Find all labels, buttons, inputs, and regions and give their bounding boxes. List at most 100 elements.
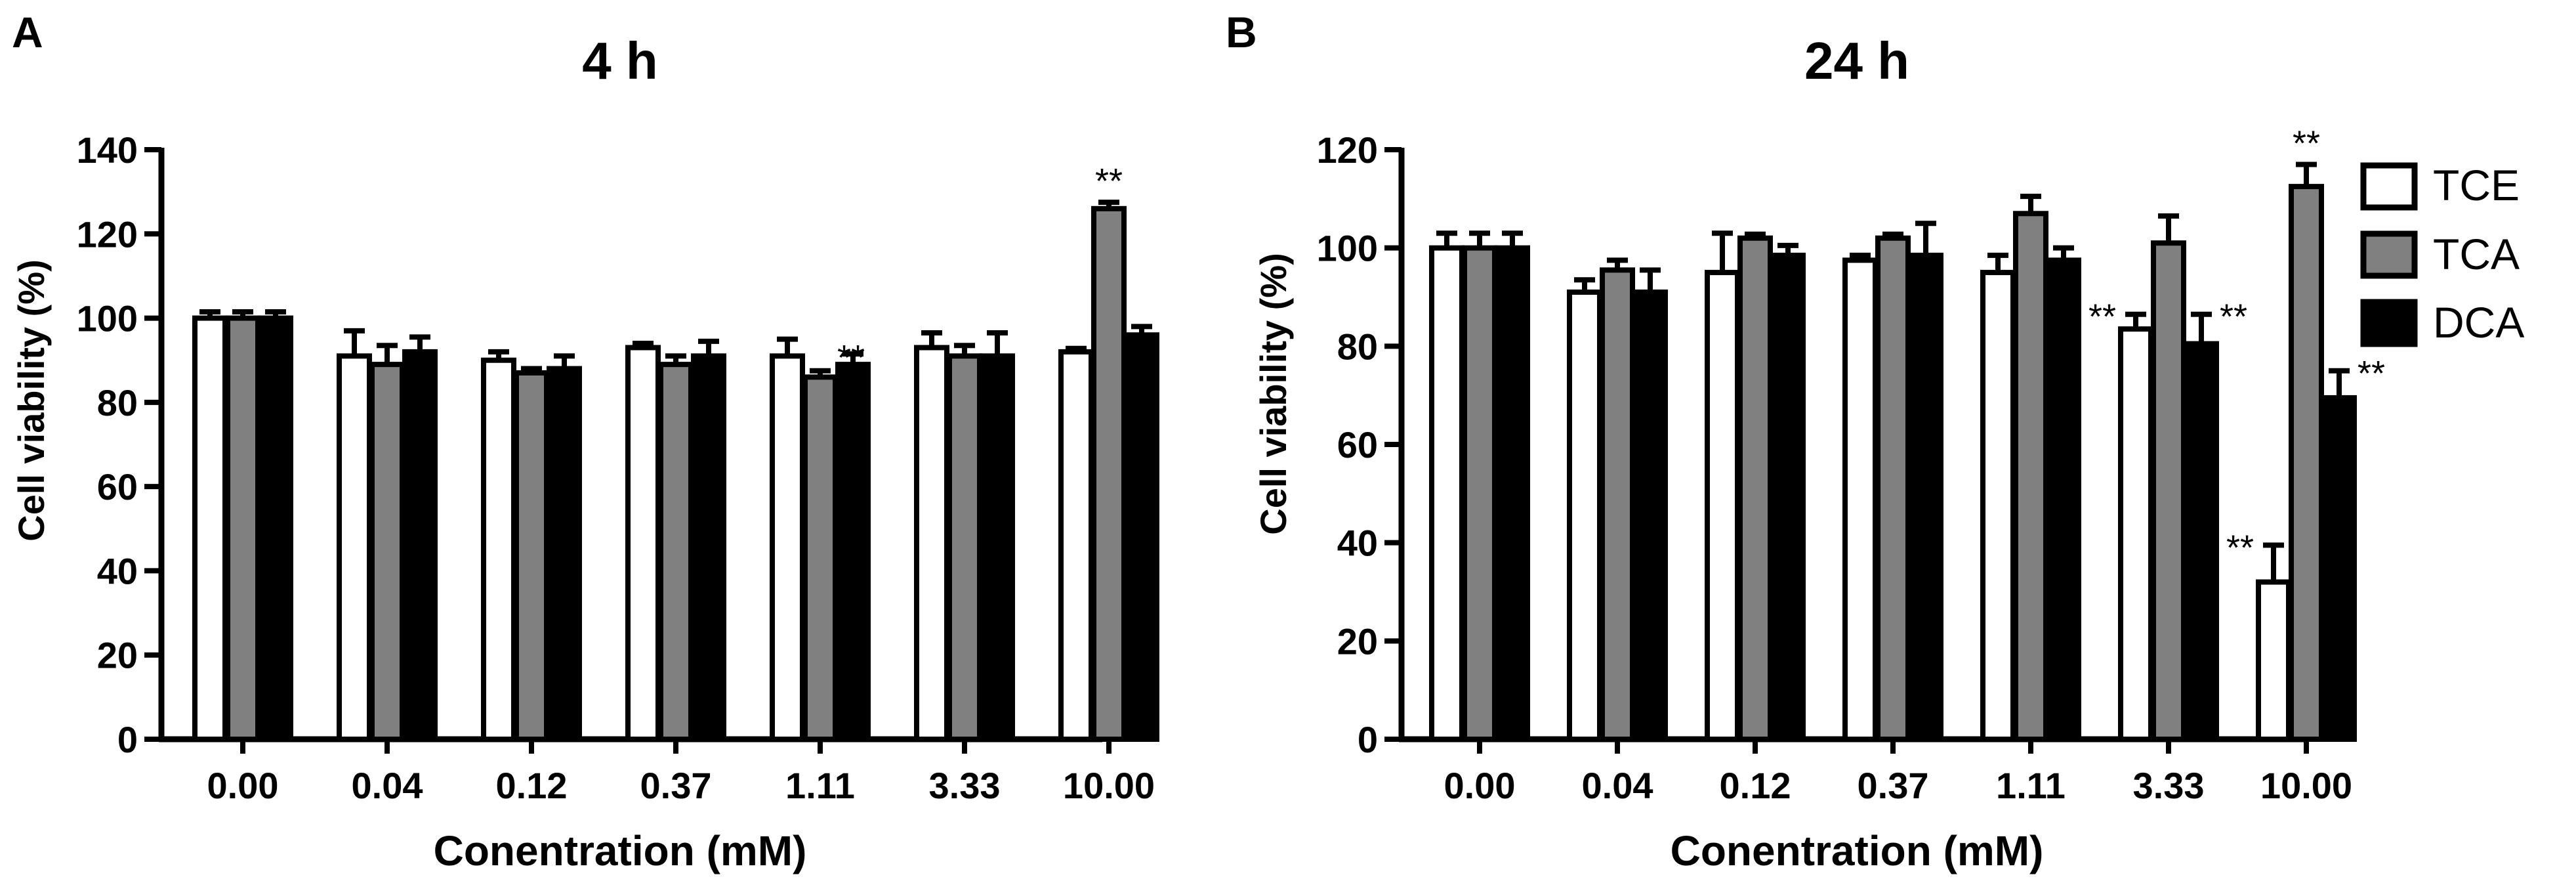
panel-b-bar-tca-0-00 (1462, 245, 1497, 742)
panel-b-bar-tce-10-00 (2256, 579, 2291, 742)
panel-a-x-tick-label-3-33: 3.33 (929, 765, 1001, 806)
panel-a-x-tick-label-0-00: 0.00 (207, 765, 279, 806)
panel-b-bar-dca-0-37 (1908, 252, 1943, 742)
panel-a-bar-tce-0-37 (625, 345, 661, 742)
panel-a-x-tick-label-0-04: 0.04 (352, 765, 423, 806)
panel-b-y-tick-label-40: 40 (1337, 523, 1378, 564)
panel-b-bar-tca-1-11 (2013, 211, 2048, 742)
panel-a-y-axis-label: Cell viability (%) (10, 259, 52, 541)
panel-a-y-tick-label-80: 80 (97, 382, 138, 423)
panel-a-bar-tca-0-12 (514, 370, 549, 742)
panel-b-bar-tca-0-37 (1875, 235, 1911, 742)
panel-b-y-tick-label-0: 0 (1358, 719, 1378, 760)
panel-a-significance-tca-1-11: ** (837, 338, 865, 377)
panel-a-bar-tce-1-11 (770, 353, 805, 742)
panel-a-bar-tce-3-33 (914, 345, 949, 742)
panel-a-x-tick-label-0-37: 0.37 (640, 765, 712, 806)
panel-b-bar-dca-0-12 (1770, 252, 1806, 742)
panel-b-y-tick-label-120: 120 (1317, 129, 1378, 171)
legend-label-tca: TCA (2433, 230, 2520, 278)
panel-b-significance-dca-10-00: ** (2358, 354, 2385, 393)
panel-b-bar-tce-0-00 (1429, 245, 1465, 742)
panel-a-bar-tce-0-00 (192, 315, 228, 743)
panel-a-y-tick-label-140: 140 (77, 129, 138, 171)
panel-b-x-tick-label-1-11: 1.11 (1996, 765, 2066, 806)
panel-b-significance-tce-3-33: ** (2088, 297, 2116, 337)
legend-item-dca: DCA (2360, 298, 2524, 347)
panel-b-bar-tce-0-37 (1842, 257, 1878, 742)
panel-b-bar-tce-0-12 (1705, 270, 1740, 743)
panel-b-bar-dca-0-04 (1632, 290, 1668, 742)
panel-a-y-tick-label-0: 0 (117, 719, 138, 760)
panel-a-bar-tca-3-33 (947, 353, 982, 742)
panel-b-y-tick-label-100: 100 (1317, 228, 1378, 269)
panel-a-y-tick-label-60: 60 (97, 466, 138, 507)
legend-swatch-dca (2360, 299, 2418, 347)
panel-a-bar-tca-0-37 (658, 362, 694, 742)
panel-a-bar-tca-0-00 (225, 315, 260, 743)
panel-a-x-axis-label: Conentration (mM) (434, 827, 807, 874)
panel-label-a: A (12, 8, 43, 56)
panel-b-bar-tca-3-33 (2151, 240, 2186, 742)
panel-b-bar-dca-1-11 (2046, 257, 2081, 742)
panel-b-bar-tce-1-11 (1980, 270, 2016, 743)
panel-a-bar-dca-0-12 (547, 366, 582, 742)
panel-a-y-tick-label-20: 20 (97, 635, 138, 676)
legend-label-tce: TCE (2433, 161, 2520, 209)
panel-a-title: 4 h (582, 32, 658, 90)
panel-a-x-tick-label-1-11: 1.11 (785, 765, 855, 806)
panel-a-bar-dca-0-04 (402, 349, 438, 742)
panel-a-bar-tce-0-04 (337, 353, 372, 742)
panel-b-x-tick-label-10-00: 10.00 (2260, 765, 2352, 806)
panel-b-bar-tce-3-33 (2118, 326, 2153, 742)
panel-a-plot-area: 0 20 40 60 80 100 120 140 0.00 0.04 0.12 0.37 1.11 3.… (77, 129, 1159, 806)
panel-b-significance-dca-3-33: ** (2220, 297, 2247, 337)
panel-b-y-tick-label-60: 60 (1337, 424, 1378, 465)
panel-b-significance-tca-10-00: ** (2293, 123, 2320, 163)
panel-a-y-tick-label-40: 40 (97, 550, 138, 592)
panel-b: B 24 h Cell viability (%) Conentration (… (1226, 8, 2385, 874)
panel-a-bar-tca-1-11 (802, 374, 838, 742)
legend-item-tca: TCA (2360, 230, 2520, 279)
panel-a-x-tick-label-0-12: 0.12 (496, 765, 568, 806)
legend-swatch-tca (2360, 230, 2418, 279)
panel-a-y-tick-label-100: 100 (77, 298, 138, 339)
panel-b-y-tick-label-20: 20 (1337, 620, 1378, 662)
panel-a: A 4 h Cell viability (%) Conentration (m… (10, 8, 1159, 874)
panel-b-bar-tca-10-00 (2289, 184, 2324, 742)
panel-b-significance-tce-10-00: ** (2226, 528, 2254, 567)
panel-b-x-tick-label-0-04: 0.04 (1582, 765, 1653, 806)
panel-a-bar-dca-1-11 (835, 362, 871, 742)
panel-a-bar-tca-0-04 (369, 362, 405, 742)
panel-b-x-tick-label-0-37: 0.37 (1858, 765, 1929, 806)
panel-label-b: B (1226, 8, 1257, 56)
legend-swatch-tce (2360, 162, 2418, 211)
panel-a-bar-tce-10-00 (1058, 349, 1094, 742)
panel-b-x-axis-label: Conentration (mM) (1671, 827, 2044, 874)
panel-b-bar-tce-0-04 (1567, 290, 1602, 742)
panel-b-bar-dca-10-00 (2321, 395, 2357, 742)
panel-a-bar-tca-10-00 (1091, 205, 1127, 742)
panel-b-bar-tca-0-12 (1737, 235, 1773, 742)
panel-a-bar-dca-0-00 (258, 315, 293, 743)
legend-label-dca: DCA (2433, 298, 2524, 347)
panel-a-x-tick-label-10-00: 10.00 (1063, 765, 1155, 806)
panel-b-x-tick-label-0-12: 0.12 (1720, 765, 1791, 806)
panel-b-bar-tca-0-04 (1600, 267, 1635, 742)
panel-a-y-tick-label-120: 120 (77, 213, 138, 255)
panel-a-bar-dca-3-33 (980, 353, 1015, 742)
panel-a-bar-dca-10-00 (1124, 332, 1159, 742)
panel-b-plot-area: 0 20 40 60 80 100 120 0.00 0.04 0.12 0.37 1.11 3.33 1… (1317, 123, 2385, 806)
panel-b-bar-dca-0-00 (1495, 245, 1530, 742)
panel-a-significance-tca-10-00: ** (1095, 162, 1123, 201)
panel-b-x-tick-label-0-00: 0.00 (1444, 765, 1516, 806)
legend-item-tce: TCE (2360, 161, 2520, 211)
legend: TCE TCA DCA (2360, 161, 2524, 347)
panel-a-bar-tce-0-12 (481, 357, 516, 742)
panel-b-y-tick-label-80: 80 (1337, 326, 1378, 367)
panel-b-title: 24 h (1804, 32, 1909, 90)
panel-b-y-axis-label: Cell viability (%) (1253, 253, 1294, 534)
panel-a-bar-dca-0-37 (691, 353, 726, 742)
panel-b-x-tick-label-3-33: 3.33 (2133, 765, 2205, 806)
